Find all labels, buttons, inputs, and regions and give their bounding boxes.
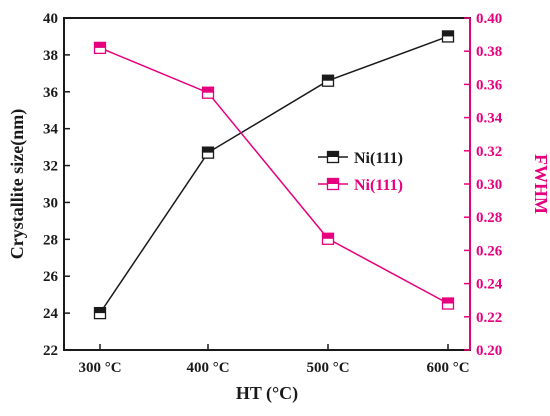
left-tick-label: 36	[43, 85, 59, 101]
x-tick-label: 500 °C	[306, 360, 349, 376]
right-tick-label: 0.28	[476, 210, 502, 226]
right-tick-label: 0.20	[476, 343, 502, 359]
plot-frame	[63, 17, 471, 351]
right-tick-label: 0.34	[476, 111, 503, 127]
series-line-crystallite-size	[99, 35, 449, 314]
legend-marker	[326, 150, 340, 164]
data-point-crystallite-size	[321, 74, 335, 87]
x-tick-label: 400 °C	[186, 360, 229, 376]
right-tick-label: 0.40	[476, 11, 502, 27]
series-layer	[93, 30, 455, 320]
left-tick-label: 28	[43, 232, 58, 248]
right-tick-label: 0.36	[476, 77, 503, 93]
data-point-crystallite-size	[93, 306, 107, 320]
right-tick-label: 0.22	[476, 310, 502, 326]
data-point-fwhm	[441, 297, 455, 310]
legend: Ni(111) Ni(111)	[318, 150, 403, 194]
x-tick-label: 600 °C	[426, 360, 469, 376]
left-tick-label: 34	[43, 122, 59, 138]
right-tick-label: 0.38	[476, 44, 502, 60]
left-tick-label: 38	[43, 48, 58, 64]
left-tick-label: 24	[43, 306, 59, 322]
left-tick-label: 40	[43, 11, 58, 27]
right-y-axis: 0.20 0.22 0.24 0.26 0.28 0.30 0.32 0.34 0.36 0.38…	[464, 11, 503, 359]
x-tick-label: 300 °C	[78, 360, 121, 376]
data-point-fwhm	[321, 232, 335, 245]
left-tick-label: 26	[43, 269, 59, 285]
left-tick-label: 32	[43, 159, 58, 175]
data-point-fwhm	[201, 86, 215, 99]
left-tick-label: 30	[43, 195, 58, 211]
right-tick-label: 0.26	[476, 243, 503, 259]
legend-label: Ni(111)	[354, 150, 403, 167]
right-tick-label: 0.30	[476, 177, 502, 193]
y2-axis-title: FWHM	[531, 154, 550, 214]
right-tick-label: 0.24	[476, 277, 503, 293]
right-tick-label: 0.32	[476, 144, 502, 160]
x-axis: 300 °C 400 °C 500 °C 600 °C	[78, 344, 470, 376]
left-y-axis: 22 24 26 28 30 32 34 36 38 40	[43, 11, 70, 359]
x-axis-title: HT (°C)	[236, 383, 298, 404]
data-point-fwhm	[93, 41, 107, 55]
y-axis-title: Crystallite size(nm)	[7, 109, 28, 259]
left-tick-label: 22	[43, 343, 58, 359]
legend-label: Ni(111)	[354, 177, 403, 194]
data-point-crystallite-size	[201, 146, 215, 159]
legend-marker	[326, 177, 340, 191]
series-line-fwhm	[99, 47, 449, 305]
data-point-crystallite-size	[441, 30, 455, 43]
